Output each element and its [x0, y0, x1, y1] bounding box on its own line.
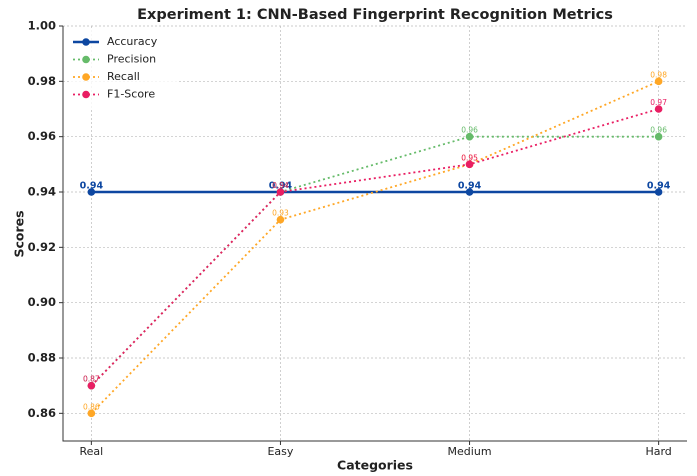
data-point: [465, 188, 474, 196]
series-line: [90, 108, 659, 387]
data-label: 0.96: [650, 126, 667, 135]
legend-marker: [82, 55, 90, 64]
data-point: [276, 215, 285, 224]
axis-frame: [62, 26, 687, 442]
data-label: 0.95: [461, 153, 478, 162]
data-label: 0.87: [83, 375, 100, 384]
data-label: 0.94: [647, 181, 671, 192]
y-tick-label: 0.92: [28, 240, 56, 254]
data-label: 0.95: [461, 153, 478, 162]
legend-marker: [82, 90, 90, 99]
data-point: [465, 132, 474, 141]
data-label: 0.94: [272, 181, 289, 190]
x-tick-label: Easy: [267, 445, 293, 458]
data-point: [654, 105, 663, 113]
data-label: 0.86: [83, 402, 100, 411]
data-label: 0.97: [650, 98, 667, 107]
y-tick-label: 0.96: [28, 129, 56, 143]
x-axis-label: Categories: [337, 458, 413, 473]
data-label: 0.94: [458, 181, 482, 192]
data-label: 0.98: [650, 70, 667, 79]
legend-label: Accuracy: [107, 35, 158, 48]
data-point: [465, 160, 474, 169]
data-point: [654, 188, 663, 196]
data-point: [654, 132, 663, 141]
data-point: [654, 77, 663, 86]
y-tick-label: 0.90: [28, 295, 56, 309]
data-point: [276, 188, 285, 196]
data-point: [87, 381, 96, 390]
legend-marker: [82, 73, 90, 81]
data-label: 0.87: [83, 375, 100, 384]
data-label: 0.94: [272, 181, 289, 190]
y-axis-label: Scores: [12, 210, 27, 257]
data-label: 0.94: [269, 181, 293, 192]
y-tick-label: 0.98: [28, 74, 56, 88]
data-label: 0.93: [272, 209, 289, 218]
legend-label: Precision: [107, 53, 156, 66]
y-tick-label: 0.88: [28, 351, 56, 365]
x-tick-label: Medium: [448, 445, 492, 458]
data-point: [87, 188, 96, 196]
legend-marker: [82, 38, 90, 46]
legend: Accuracy Precision Recall F1-Score: [69, 30, 179, 110]
chart-title: Experiment 1: CNN-Based Fingerprint Reco…: [137, 7, 613, 23]
series-line: [90, 80, 659, 414]
x-tick-label: Hard: [645, 445, 671, 458]
y-tick-label: 1.00: [28, 19, 56, 33]
legend-label: F1-Score: [107, 88, 155, 101]
x-tick-label: Real: [80, 445, 104, 458]
data-label: 0.96: [461, 126, 478, 135]
y-tick-label: 0.94: [28, 185, 56, 199]
legend-label: Recall: [107, 70, 140, 83]
data-label: 0.94: [80, 181, 104, 192]
y-tick-label: 0.86: [28, 406, 56, 420]
data-point: [87, 409, 96, 418]
